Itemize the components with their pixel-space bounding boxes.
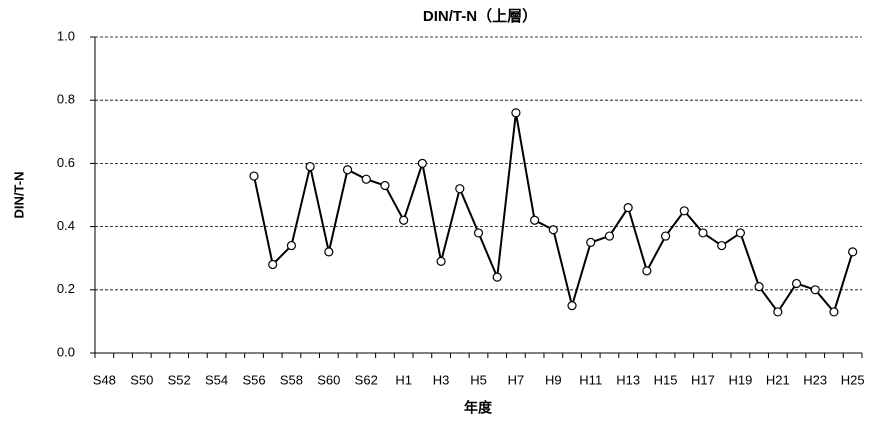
x-tick-label: H7 [508, 372, 525, 387]
y-tick-label: 0.2 [57, 281, 75, 296]
x-tick-label: S52 [168, 372, 191, 387]
data-point [380, 180, 390, 191]
y-tick-label: 0.4 [57, 218, 75, 233]
data-point [660, 231, 671, 241]
x-tick-label: H9 [545, 372, 562, 387]
chart-title: DIN/T-N（上層） [423, 7, 537, 25]
data-point [249, 171, 259, 181]
data-point [530, 215, 540, 225]
data-point [679, 206, 689, 216]
x-tick-label: H23 [803, 372, 827, 387]
x-tick-label: H17 [691, 372, 715, 387]
data-point [473, 228, 484, 238]
x-tick-label: H15 [654, 372, 678, 387]
x-tick-label: S60 [317, 372, 340, 387]
data-point [492, 272, 502, 282]
x-tick-label: H3 [433, 372, 450, 387]
x-tick-label: S54 [205, 372, 228, 387]
x-tick-label: S62 [355, 372, 378, 387]
x-tick-label: S58 [280, 372, 303, 387]
data-line [253, 112, 854, 314]
data-point [511, 108, 521, 118]
data-point [361, 174, 371, 184]
y-tick-label: 1.0 [57, 28, 75, 43]
x-axis-title: 年度 [464, 400, 493, 416]
x-tick-label: H19 [728, 372, 752, 387]
data-point [642, 266, 652, 276]
y-tick-label: 0.8 [57, 92, 75, 107]
data-point [417, 158, 427, 168]
data-point [436, 256, 446, 266]
x-tick-label: H1 [395, 372, 412, 387]
data-point [773, 307, 783, 317]
x-tick-label: H21 [766, 372, 790, 387]
y-tick-label: 0.0 [57, 344, 75, 359]
data-point [305, 161, 315, 172]
data-point [399, 215, 409, 225]
data-point [717, 240, 727, 251]
data-point [810, 285, 820, 295]
data-point [604, 231, 615, 241]
data-point [286, 240, 297, 251]
data-point [698, 228, 708, 238]
data-point [548, 225, 558, 235]
data-point [735, 228, 746, 238]
data-point [455, 184, 465, 194]
x-tick-label: S48 [93, 372, 116, 387]
data-point [754, 282, 764, 292]
data-point [342, 165, 353, 175]
data-point [324, 247, 334, 257]
y-tick-label: 0.6 [57, 155, 75, 170]
data-point [623, 203, 633, 213]
x-tick-label: H13 [616, 372, 640, 387]
data-point [848, 247, 858, 257]
x-tick-label: H11 [579, 372, 602, 387]
data-point [791, 278, 802, 289]
x-tick-label: S56 [242, 372, 265, 387]
x-tick-label: H5 [470, 372, 487, 387]
data-point [567, 301, 577, 311]
data-point [586, 237, 596, 247]
y-axis-title: DIN/T-N [11, 172, 26, 219]
x-tick-label: H25 [841, 372, 865, 387]
data-point [829, 307, 839, 317]
x-tick-label: S50 [130, 372, 153, 387]
data-point [268, 259, 278, 270]
